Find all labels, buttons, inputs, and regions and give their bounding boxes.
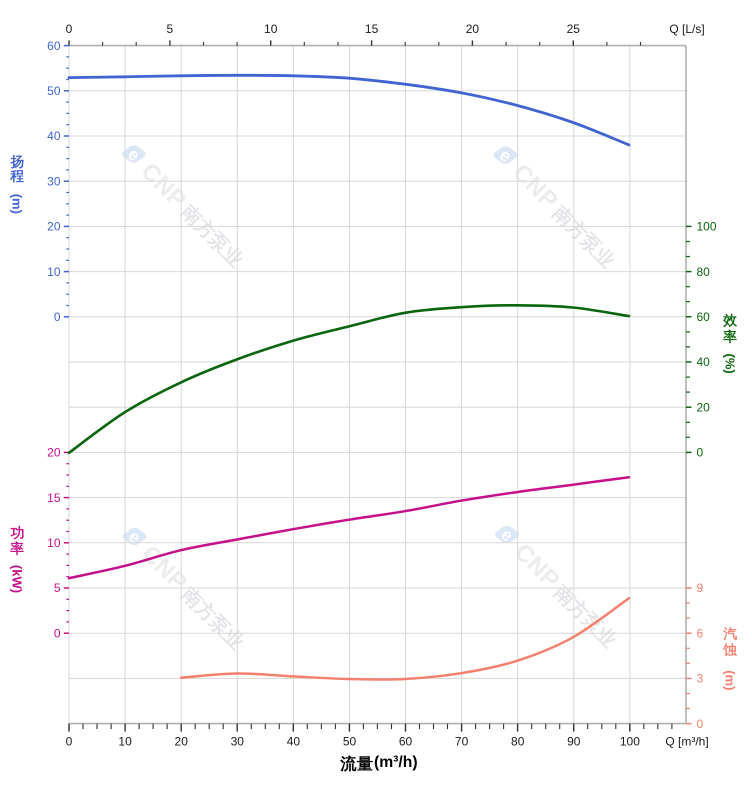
svg-text:30: 30 [231,735,245,749]
svg-text:Q [L/s]: Q [L/s] [669,22,704,36]
svg-text:15: 15 [365,22,379,36]
svg-text:0: 0 [66,22,73,36]
svg-text:0: 0 [54,310,61,324]
svg-text:100: 100 [697,220,717,234]
svg-text:10: 10 [47,536,61,550]
svg-text:60: 60 [47,39,61,53]
svg-text:10: 10 [264,22,278,36]
svg-text:30: 30 [47,174,61,188]
svg-text:0: 0 [697,446,704,460]
svg-text:80: 80 [697,265,711,279]
svg-text:5: 5 [167,22,174,36]
svg-text:100: 100 [620,735,640,749]
svg-text:0: 0 [66,735,73,749]
svg-text:(kW): (kW) [10,565,25,593]
svg-text:50: 50 [343,735,357,749]
svg-text:10: 10 [118,735,132,749]
svg-text:40: 40 [697,355,711,369]
svg-text:10: 10 [47,265,61,279]
svg-text:70: 70 [455,735,469,749]
svg-text:5: 5 [54,581,61,595]
svg-text:80: 80 [511,735,525,749]
svg-text:(%): (%) [723,353,738,373]
svg-text:(m³/h): (m³/h) [374,754,418,771]
svg-text:6: 6 [697,626,704,640]
svg-text:0: 0 [54,626,61,640]
svg-text:90: 90 [567,735,581,749]
svg-text:0: 0 [697,717,704,731]
svg-text:9: 9 [697,581,704,595]
svg-text:40: 40 [47,129,61,143]
svg-text:20: 20 [175,735,189,749]
svg-text:60: 60 [399,735,413,749]
svg-text:(m): (m) [10,194,25,214]
svg-text:20: 20 [47,446,61,460]
svg-text:(m): (m) [723,670,738,690]
svg-text:20: 20 [47,220,61,234]
svg-text:20: 20 [466,22,480,36]
svg-text:25: 25 [567,22,581,36]
svg-text:20: 20 [697,400,711,414]
svg-text:3: 3 [697,672,704,686]
svg-text:Q [m³/h]: Q [m³/h] [665,735,708,749]
svg-text:50: 50 [47,84,61,98]
svg-text:15: 15 [47,491,61,505]
svg-text:60: 60 [697,310,711,324]
svg-text:40: 40 [287,735,301,749]
